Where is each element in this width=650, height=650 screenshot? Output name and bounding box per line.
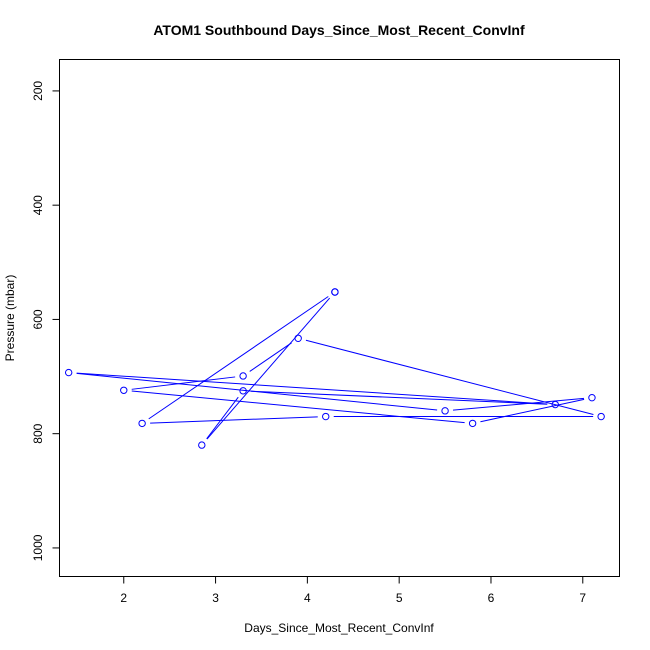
- series-line-segment: [480, 398, 585, 423]
- data-point: [551, 400, 559, 409]
- data-point: [138, 419, 146, 428]
- x-tick-label: 4: [304, 591, 311, 605]
- plot-area: [64, 288, 605, 449]
- y-tick-label: 1000: [31, 534, 45, 561]
- y-tick-label: 400: [31, 195, 45, 215]
- x-tick-label: 2: [120, 591, 127, 605]
- series-line-segment: [131, 390, 465, 424]
- data-point: [294, 334, 302, 342]
- data-point: [239, 387, 247, 395]
- y-axis-label: Pressure (mbar): [3, 275, 17, 362]
- data-point: [441, 407, 449, 415]
- y-axis: 200 400 600 800 1000: [31, 81, 60, 561]
- y-tick-label: 200: [31, 81, 45, 101]
- series-line-segment: [148, 296, 329, 420]
- x-tick-label: 5: [396, 591, 403, 605]
- x-tick-label: 6: [488, 591, 495, 605]
- series-line-segment: [131, 376, 236, 390]
- chart-title: ATOM1 Southbound Days_Since_Most_Recent_…: [153, 22, 525, 38]
- y-tick-label: 600: [31, 309, 45, 329]
- data-point: [331, 288, 339, 296]
- data-point: [239, 372, 247, 380]
- data-point: [64, 368, 73, 377]
- series-line-segment: [150, 416, 318, 424]
- x-axis-label: Days_Since_Most_Recent_ConvInf: [244, 621, 434, 635]
- y-tick-label: 800: [31, 423, 45, 443]
- series-line-segment: [305, 339, 594, 416]
- series-line-segment: [452, 397, 585, 411]
- x-tick-label: 7: [579, 591, 586, 605]
- series-line-segment: [206, 297, 331, 440]
- x-axis: 2 3 4 5 6 7: [120, 576, 586, 605]
- data-point: [588, 393, 596, 402]
- series-line-segment: [206, 396, 239, 440]
- series-line-segment: [76, 372, 548, 405]
- series-line-segment: [249, 342, 292, 372]
- plot-frame: [59, 59, 620, 577]
- series-line-segment: [251, 390, 548, 405]
- data-point: [597, 412, 605, 421]
- data-point: [322, 412, 330, 421]
- x-tick-label: 3: [212, 591, 219, 605]
- data-point: [468, 419, 477, 428]
- data-point: [120, 386, 128, 394]
- data-point: [198, 441, 206, 449]
